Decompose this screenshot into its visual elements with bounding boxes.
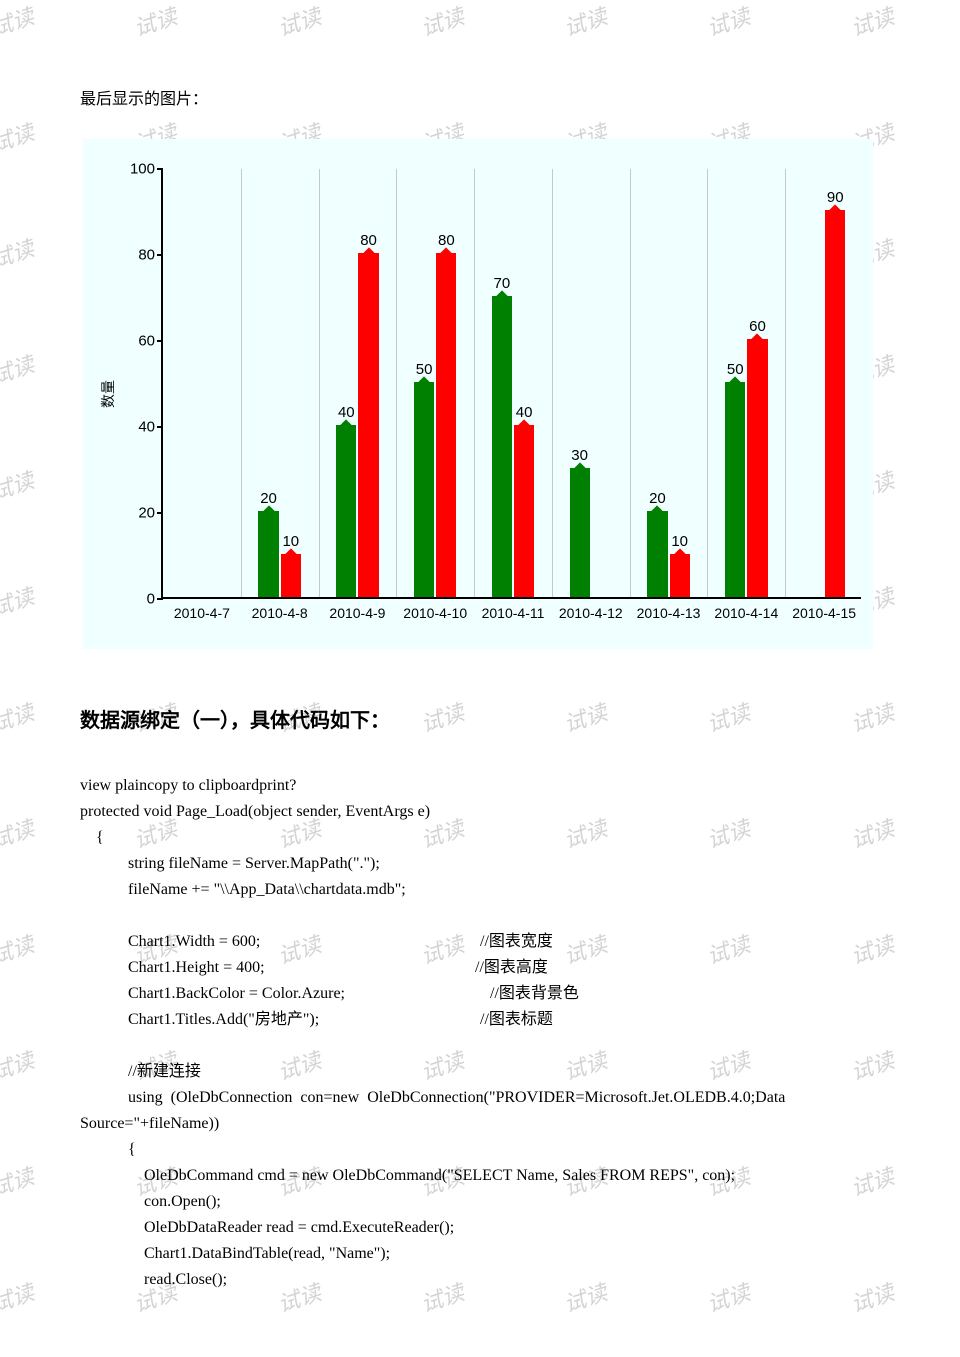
bar-value-label: 80	[438, 232, 455, 249]
code-line: Chart1.Titles.Add("房地产");	[80, 1007, 480, 1033]
bar-value-label: 90	[827, 189, 844, 206]
bar: 30	[570, 468, 590, 597]
bar-value-label: 20	[649, 490, 666, 507]
bar: 20	[258, 511, 278, 597]
y-tick-label: 20	[138, 505, 155, 522]
bar: 60	[747, 339, 767, 597]
bar: 80	[358, 253, 378, 597]
x-tick-label: 2010-4-11	[482, 605, 545, 621]
y-axis-label: 数量	[98, 380, 118, 408]
x-tick-label: 2010-4-8	[252, 605, 308, 621]
code-line: {	[80, 829, 104, 846]
x-tick-label: 2010-4-14	[714, 605, 778, 621]
page-content: 最后显示的图片： 数量 0 20 40 60 80 100 2010-4-7 2010-4-8…	[0, 0, 960, 1333]
code-line: Chart1.DataBindTable(read, "Name");	[80, 1245, 390, 1262]
code-line: OleDbCommand cmd = new OleDbCommand("SEL…	[80, 1167, 735, 1184]
x-tick-label: 2010-4-10	[403, 605, 467, 621]
bar: 40	[514, 425, 534, 597]
code-line: Chart1.BackColor = Color.Azure;	[80, 981, 490, 1007]
code-line: con.Open();	[80, 1193, 221, 1210]
y-tick-label: 100	[130, 161, 155, 178]
y-tick-label: 0	[147, 591, 155, 608]
bar: 70	[492, 296, 512, 597]
y-tick-label: 80	[138, 247, 155, 264]
bar-chart: 数量 0 20 40 60 80 100 2010-4-7 2010-4-8 2010-4-9 2…	[83, 139, 873, 649]
chart-caption: 最后显示的图片：	[80, 85, 880, 109]
code-comment: //图表标题	[480, 1011, 553, 1028]
bar: 80	[436, 253, 456, 597]
y-tick-label: 60	[138, 333, 155, 350]
bar: 50	[414, 382, 434, 597]
bar-value-label: 40	[338, 404, 355, 421]
code-line: read.Close();	[80, 1271, 227, 1288]
code-line: fileName += "\\App_Data\\chartdata.mdb";	[80, 881, 406, 898]
bar: 20	[647, 511, 667, 597]
bar: 10	[281, 554, 301, 597]
bar-value-label: 50	[727, 361, 744, 378]
code-line: string fileName = Server.MapPath(".");	[80, 855, 380, 872]
code-block: view plaincopy to clipboardprint? protec…	[80, 773, 880, 1293]
bar: 50	[725, 382, 745, 597]
x-tick-label: 2010-4-7	[174, 605, 230, 621]
x-tick-label: 2010-4-9	[329, 605, 385, 621]
code-comment: //图表高度	[475, 959, 548, 976]
x-tick-label: 2010-4-15	[792, 605, 856, 621]
code-line: Chart1.Width = 600;	[80, 929, 480, 955]
code-line: OleDbDataReader read = cmd.ExecuteReader…	[80, 1219, 454, 1236]
y-tick-label: 40	[138, 419, 155, 436]
bar-value-label: 60	[749, 318, 766, 335]
code-line: Source="+fileName))	[80, 1115, 219, 1132]
code-comment: //图表宽度	[480, 933, 553, 950]
x-tick-label: 2010-4-12	[559, 605, 623, 621]
code-line: //新建连接	[80, 1063, 201, 1080]
section-heading: 数据源绑定（一），具体代码如下：	[80, 704, 880, 733]
code-comment: //图表背景色	[490, 985, 579, 1002]
code-line: Chart1.Height = 400;	[80, 955, 475, 981]
code-line: {	[80, 1141, 136, 1158]
code-line: protected void Page_Load(object sender, …	[80, 803, 430, 820]
code-line: using (OleDbConnection con=new OleDbConn…	[80, 1089, 785, 1106]
plot-area: 0204060801002010-4-72010-4-82010-4-92010…	[161, 169, 861, 599]
bar: 90	[825, 210, 845, 597]
x-tick-label: 2010-4-13	[637, 605, 701, 621]
bar-value-label: 40	[516, 404, 533, 421]
bar: 40	[336, 425, 356, 597]
code-line: view plaincopy to clipboardprint?	[80, 777, 296, 794]
bar: 10	[670, 554, 690, 597]
